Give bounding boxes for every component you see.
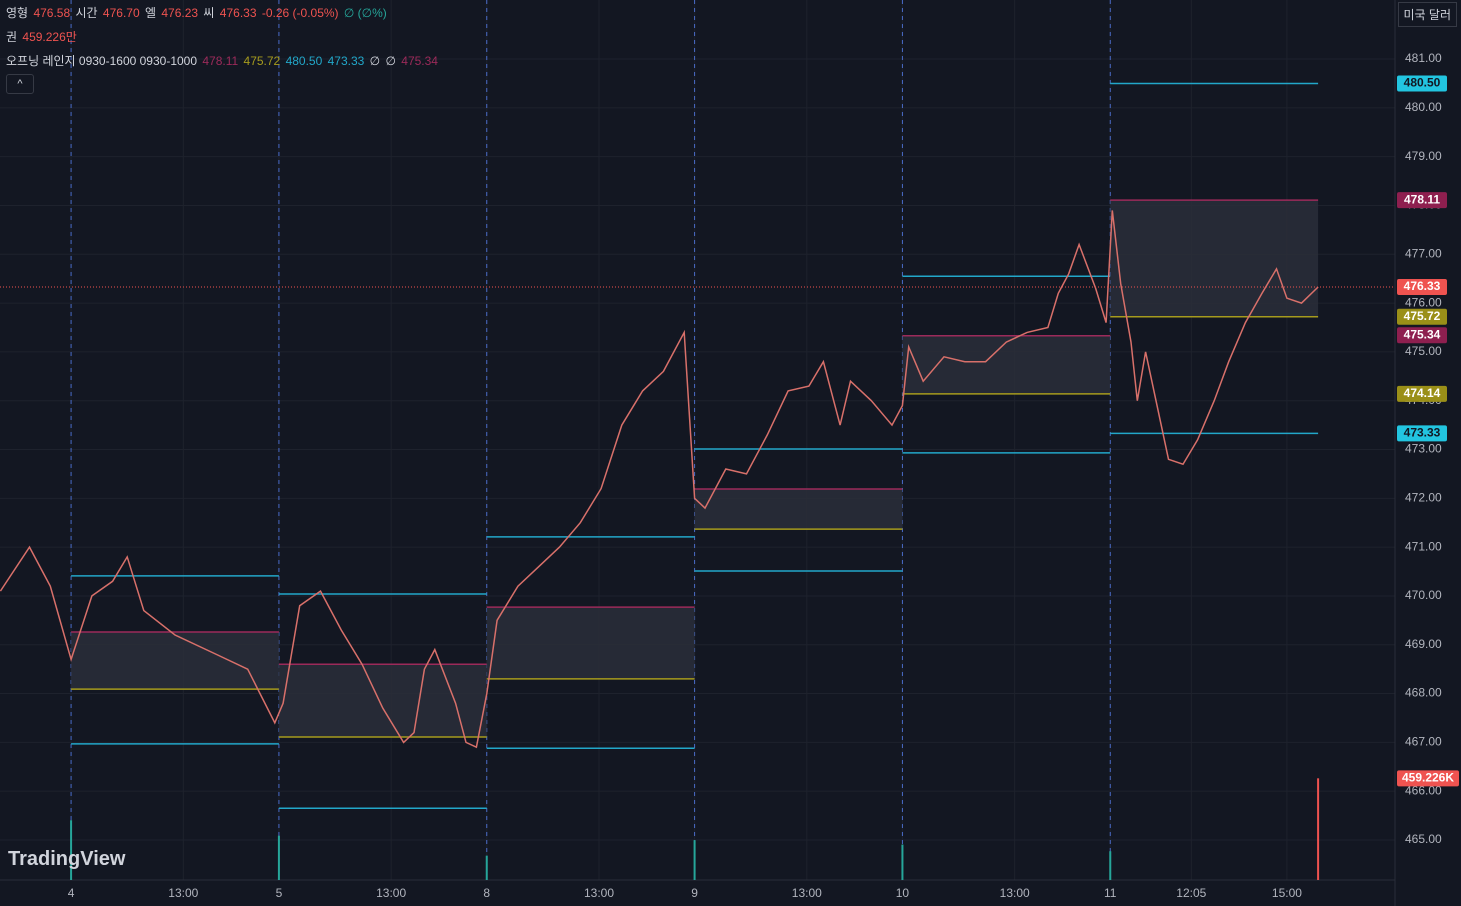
price-label: 475.72 — [1404, 309, 1441, 323]
indicator-value: 473.33 — [327, 54, 365, 68]
y-tick-label: 465.00 — [1405, 832, 1442, 846]
range-box — [278, 664, 487, 737]
currency-button[interactable]: 미국 달러 — [1397, 2, 1457, 27]
volume-bar — [70, 820, 73, 880]
volume-bar — [901, 844, 904, 880]
y-tick-label: 473.00 — [1405, 442, 1442, 456]
x-tick-label: 13:00 — [1000, 886, 1030, 900]
x-tick-label: 13:00 — [584, 886, 614, 900]
price-label-box — [1397, 192, 1447, 209]
ohlc-label: 영형 — [6, 6, 29, 20]
y-tick-label: 481.00 — [1405, 51, 1442, 65]
x-tick-label: 11 — [1104, 886, 1117, 900]
x-tick-label: 8 — [483, 886, 490, 900]
y-tick-label: 467.00 — [1405, 735, 1442, 749]
y-tick-label: 468.00 — [1405, 686, 1442, 700]
y-tick-label: 480.00 — [1405, 100, 1442, 114]
ohlc-label: 시간 — [75, 6, 98, 20]
indicator-value: 480.50 — [285, 54, 323, 68]
y-tick-label: 466.00 — [1405, 783, 1442, 797]
volume-bar — [1317, 778, 1320, 880]
range-box — [694, 489, 903, 530]
indicator-legend: 오프닝 레인지 0930-1600 0930-1000 478.11 475.7… — [6, 52, 440, 69]
volume-bar — [1109, 851, 1112, 880]
price-label: 476.33 — [1404, 279, 1441, 293]
price-label-box — [1397, 385, 1447, 402]
price-label: 478.11 — [1404, 192, 1440, 206]
indicator-value: ∅ — [369, 54, 381, 68]
y-tick-label: 479.00 — [1405, 149, 1442, 163]
x-tick-label: 15:00 — [1272, 886, 1302, 900]
indicator-value: ∅ — [385, 54, 396, 68]
price-label-box — [1397, 75, 1447, 92]
ohlc-legend: 영형 476.58 시간 476.70 엘 476.23 씨 476.33 -0… — [6, 4, 389, 21]
watermark-text: TradingView — [8, 848, 126, 870]
volume-legend: 권 459.226만 — [6, 28, 79, 45]
y-tick-label: 472.00 — [1405, 490, 1442, 504]
indicator-value: 475.72 — [243, 54, 281, 68]
price-label-box — [1397, 278, 1447, 295]
price-label: 475.34 — [1404, 327, 1441, 341]
indicator-value: 478.11 — [202, 54, 239, 68]
y-tick-label: 476.00 — [1405, 295, 1442, 309]
y-tick-label: 471.00 — [1405, 539, 1442, 553]
indicator-name: 오프닝 레인지 0930-1600 0930-1000 — [6, 54, 198, 68]
ohlc-value: 476.58 — [33, 6, 71, 20]
x-tick-label: 13:00 — [168, 886, 198, 900]
price-label: 473.33 — [1404, 426, 1441, 440]
range-box — [71, 632, 279, 690]
volume-bar — [277, 835, 280, 880]
x-tick-label: 12:05 — [1176, 886, 1206, 900]
price-label: 480.50 — [1404, 76, 1441, 90]
x-tick-label: 4 — [68, 886, 75, 900]
range-box — [486, 607, 695, 679]
range-box — [902, 335, 1111, 394]
price-label: 474.14 — [1404, 386, 1441, 400]
price-label-box — [1397, 425, 1447, 442]
change: -0.26 (-0.05%) — [261, 6, 339, 20]
range-box — [1110, 200, 1319, 317]
y-tick-label: 470.00 — [1405, 588, 1442, 602]
y-tick-label: 475.00 — [1405, 344, 1442, 358]
volume-bar — [693, 840, 696, 880]
x-tick-label: 9 — [691, 886, 698, 900]
plot-background — [0, 0, 1395, 880]
y-tick-label: 469.00 — [1405, 637, 1442, 651]
price-label-box — [1397, 308, 1447, 325]
collapse-legend-button[interactable]: ^ — [6, 74, 34, 94]
x-tick-label: 13:00 — [792, 886, 822, 900]
ohlc-label: 씨 — [203, 6, 215, 20]
ohlc-value: 476.23 — [161, 6, 199, 20]
x-tick-label: 13:00 — [376, 886, 406, 900]
x-tick-label: 10 — [896, 886, 910, 900]
price-label-box — [1397, 327, 1447, 344]
x-tick-label: 5 — [276, 886, 283, 900]
watermark: TradingView — [8, 848, 125, 871]
ohlc-label: 엘 — [144, 6, 157, 20]
ohlc-value: 476.33 — [219, 6, 257, 20]
ohlc-value: 476.70 — [102, 6, 140, 20]
change-alt: ∅ (∅%) — [343, 6, 387, 20]
volume-legend-value: 459.226만 — [22, 30, 77, 44]
volume-label: 459.226K — [1402, 770, 1454, 784]
indicator-value: 475.34 — [401, 54, 438, 68]
y-tick-label: 477.00 — [1405, 246, 1442, 260]
price-line — [0, 210, 1319, 749]
volume-label-box — [1397, 770, 1459, 787]
volume-legend-label: 권 — [6, 30, 18, 44]
volume-bar — [485, 855, 488, 880]
